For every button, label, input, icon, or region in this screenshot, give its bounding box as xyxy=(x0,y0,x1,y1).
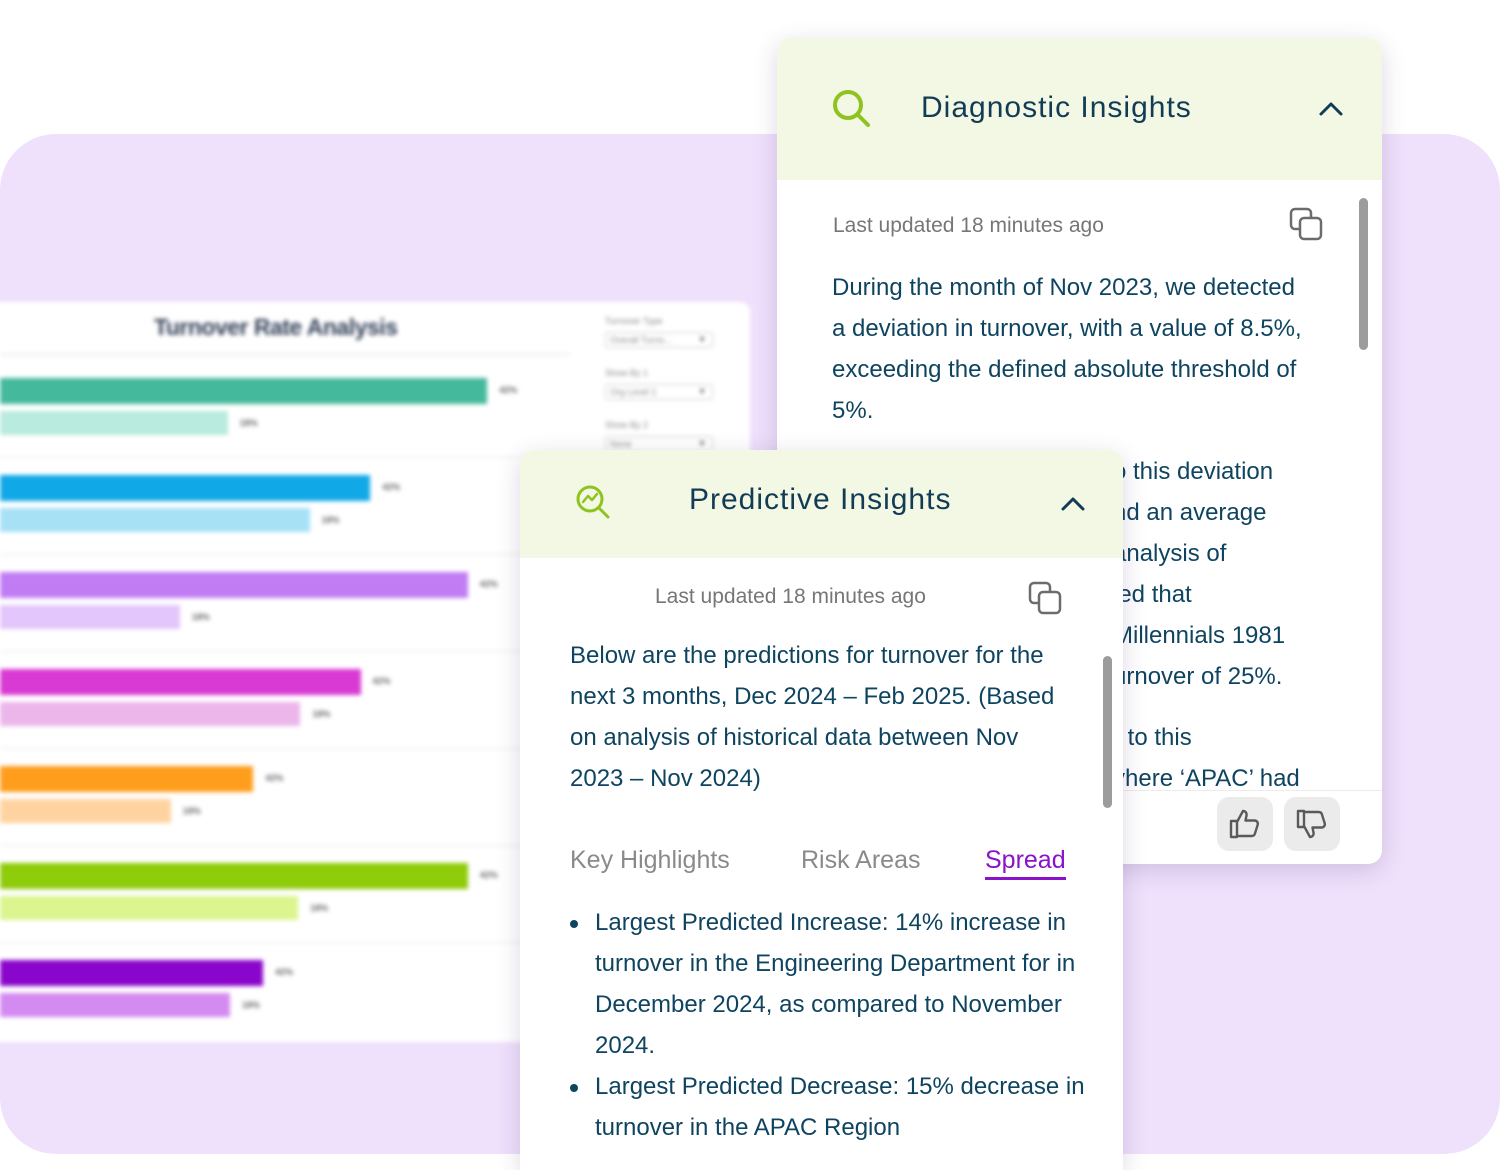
chart-bar xyxy=(0,669,361,695)
chart-group-divider xyxy=(0,651,740,652)
bar-value-label: 42% xyxy=(275,967,294,977)
caret-down-icon: ▼ xyxy=(698,335,706,344)
caret-down-icon: ▼ xyxy=(698,387,706,396)
show-by-1-select[interactable]: Org Level 1 ▼ xyxy=(605,384,713,400)
diagnostic-body: During the month of Nov 2023, we detecte… xyxy=(832,267,1302,451)
chart-bar xyxy=(0,508,310,532)
bar-value-label: 18% xyxy=(310,903,329,913)
bar-value-label: 18% xyxy=(241,1000,260,1010)
diagnostic-paragraph-1: During the month of Nov 2023, we detecte… xyxy=(832,274,1302,424)
predictive-intro: Below are the predictions for turnover f… xyxy=(570,642,1055,792)
bar-value-label: 18% xyxy=(312,709,331,719)
predictive-insights-card: Predictive Insights Last updated 18 minu… xyxy=(520,450,1123,1170)
control-label-show-by-1: Show By 1 xyxy=(605,368,649,378)
diagnostic-text-line: r to this xyxy=(1113,724,1192,751)
chart-bar xyxy=(0,896,299,920)
chart-bar xyxy=(0,378,488,404)
diagnostic-text-line: analysis of xyxy=(1113,540,1227,567)
control-label-show-by-2: Show By 2 xyxy=(605,420,649,430)
chart-bar xyxy=(0,799,171,823)
analytics-search-icon xyxy=(576,485,610,519)
chart-bar xyxy=(0,572,468,598)
tab-key-highlights[interactable]: Key Highlights xyxy=(570,846,730,874)
chart-group-divider xyxy=(0,845,740,846)
bar-value-label: 18% xyxy=(321,515,340,525)
list-item: Largest Predicted Decrease: 15% decrease… xyxy=(570,1066,1090,1148)
copy-icon[interactable] xyxy=(1026,580,1064,618)
chart-bar xyxy=(0,993,230,1017)
chart-group-divider xyxy=(0,748,740,749)
chevron-up-icon[interactable] xyxy=(1059,493,1087,513)
diagnostic-body-continued: o this deviation nd an average analysis of… xyxy=(1113,451,1353,799)
chevron-up-icon[interactable] xyxy=(1317,98,1345,118)
control-label-turnover-type: Turnover Type xyxy=(605,316,663,326)
bar-value-label: 42% xyxy=(499,385,518,395)
chart-bar xyxy=(0,863,468,889)
bar-value-label: 42% xyxy=(382,482,401,492)
copy-icon[interactable] xyxy=(1287,206,1325,244)
bar-value-label: 42% xyxy=(479,579,498,589)
chart-bar xyxy=(0,766,254,792)
bar-value-label: 42% xyxy=(372,676,391,686)
diagnostic-text-line: nd an average xyxy=(1113,499,1267,526)
chart-bar xyxy=(0,411,228,435)
tab-spread[interactable]: Spread xyxy=(985,846,1066,880)
thumbs-up-icon xyxy=(1229,809,1260,839)
chart-bar xyxy=(0,605,180,629)
bar-value-label: 18% xyxy=(182,806,201,816)
tab-risk-areas[interactable]: Risk Areas xyxy=(801,846,921,874)
bar-value-label: 42% xyxy=(265,773,284,783)
diagnostic-header[interactable]: Diagnostic Insights xyxy=(777,38,1382,180)
chart-divider xyxy=(0,354,570,355)
diagnostic-text-line: urnover of 25%. xyxy=(1113,663,1283,690)
diagnostic-text-line: vhere ‘APAC’ had xyxy=(1113,765,1300,792)
thumbs-up-button[interactable] xyxy=(1217,797,1273,851)
predictive-last-updated: Last updated 18 minutes ago xyxy=(655,585,926,608)
spread-list: Largest Predicted Increase: 14% increase… xyxy=(570,902,1090,1148)
thumbs-down-icon xyxy=(1296,809,1327,839)
chart-bar xyxy=(0,475,371,501)
diagnostic-text-line: o this deviation xyxy=(1113,458,1274,485)
thumbs-down-button[interactable] xyxy=(1284,797,1340,851)
caret-down-icon: ▼ xyxy=(698,439,706,448)
search-icon xyxy=(833,90,870,127)
turnover-type-select[interactable]: Overall Turno... ▼ xyxy=(605,332,713,348)
diagnostic-title: Diagnostic Insights xyxy=(921,91,1192,124)
predictive-title: Predictive Insights xyxy=(689,483,952,516)
chart-group-divider xyxy=(0,457,740,458)
diagnostic-scrollbar[interactable] xyxy=(1359,198,1368,350)
predictive-scrollbar[interactable] xyxy=(1103,656,1112,808)
chart-bar xyxy=(0,702,301,726)
bar-value-label: 42% xyxy=(479,870,498,880)
diagnostic-text-line: Millennials 1981 xyxy=(1113,622,1286,649)
diagnostic-text-line: led that xyxy=(1113,581,1192,608)
chart-group-divider xyxy=(0,554,740,555)
chart-bar xyxy=(0,960,264,986)
chart-group-divider xyxy=(0,942,740,943)
diagnostic-last-updated: Last updated 18 minutes ago xyxy=(833,214,1104,237)
list-item: Largest Predicted Increase: 14% increase… xyxy=(570,902,1090,1066)
chart-title: Turnover Rate Analysis xyxy=(154,314,398,340)
predictive-header[interactable]: Predictive Insights xyxy=(520,450,1123,558)
bar-value-label: 18% xyxy=(239,418,258,428)
bar-value-label: 18% xyxy=(191,612,210,622)
